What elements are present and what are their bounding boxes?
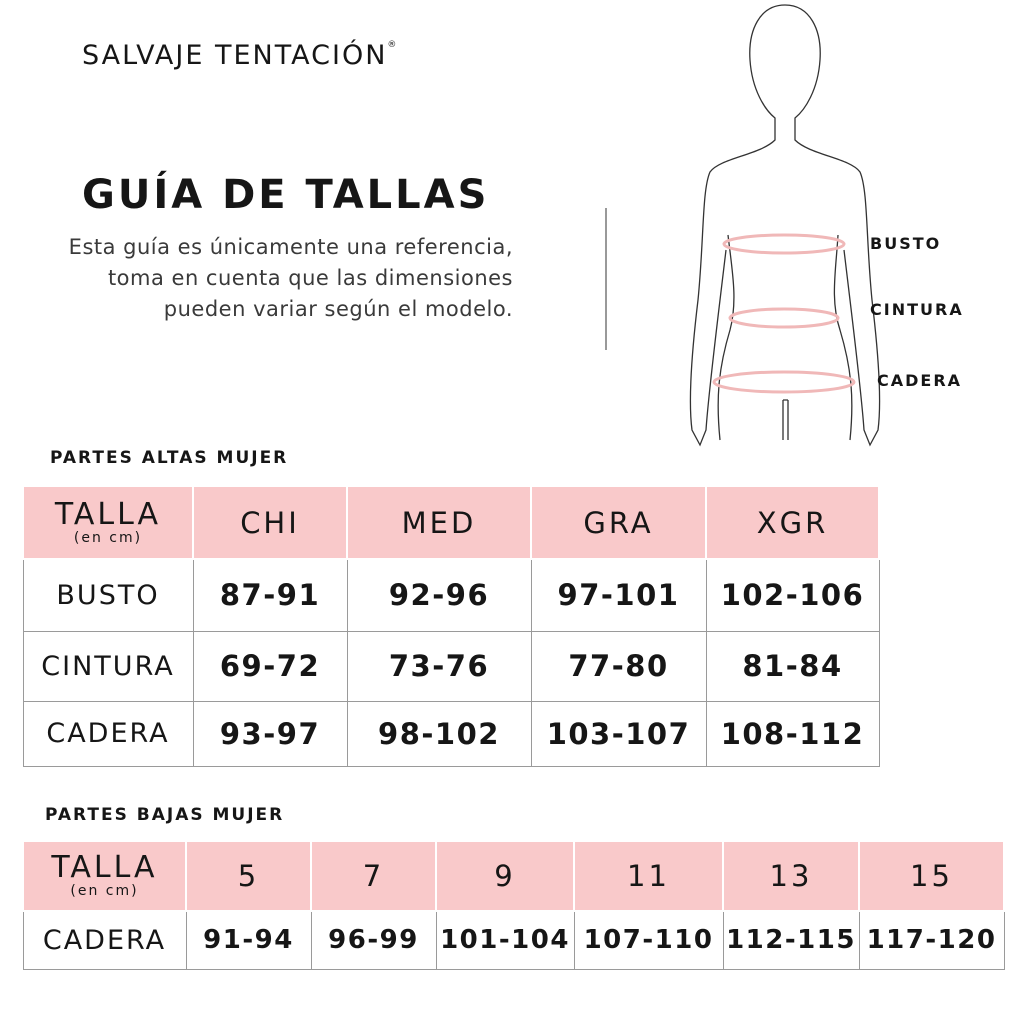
size-header: 13 [722,840,860,912]
size-header: GRA [530,485,707,560]
size-header: CHI [192,485,348,560]
table-row: CADERA 93-97 98-102 103-107 108-112 [22,700,880,767]
size-header: 15 [858,840,1005,912]
cell: 98-102 [346,700,532,767]
description: Esta guía es únicamente una referencia, … [68,235,513,321]
size-header: 7 [310,840,437,912]
cell: 81-84 [705,630,880,702]
row-label: CADERA [22,910,187,970]
row-label: CINTURA [22,630,194,702]
brand-logo: SALVAJE TENTACIÓN® [82,40,396,71]
bust-band [722,233,846,255]
upper-heading: PARTES ALTAS MUJER [50,448,289,468]
size-header: XGR [705,485,880,560]
divider [605,208,607,350]
cell: 73-76 [346,630,532,702]
table-row: CADERA 91-94 96-99 101-104 107-110 112-1… [22,910,1005,970]
talla-header: TALLA (en cm) [22,485,194,560]
cell: 77-80 [530,630,707,702]
size-header: 5 [185,840,312,912]
cell: 112-115 [722,910,860,970]
cell: 117-120 [858,910,1005,970]
table-header-row: TALLA (en cm) 5 7 9 11 13 15 [22,840,1005,912]
label-cadera: CADERA [877,371,963,390]
table-row: CINTURA 69-72 73-76 77-80 81-84 [22,630,880,702]
cell: 96-99 [310,910,437,970]
body-figure-illustration [689,4,881,447]
cell: 91-94 [185,910,312,970]
brand-name: SALVAJE TENTACIÓN [82,40,388,71]
cell: 108-112 [705,700,880,767]
lower-size-table: TALLA (en cm) 5 7 9 11 13 15 CADERA 91-94… [22,840,1005,970]
cell: 92-96 [346,558,532,632]
lower-heading: PARTES BAJAS MUJER [45,805,285,825]
registered-mark: ® [387,40,397,50]
cell: 87-91 [192,558,348,632]
label-busto: BUSTO [870,234,942,253]
table-row: BUSTO 87-91 92-96 97-101 102-106 [22,558,880,632]
row-label: BUSTO [22,558,194,632]
size-header: 9 [435,840,575,912]
cell: 103-107 [530,700,707,767]
size-header: MED [346,485,532,560]
talla-header: TALLA (en cm) [22,840,187,912]
cell: 69-72 [192,630,348,702]
cell: 107-110 [573,910,724,970]
cell: 97-101 [530,558,707,632]
cell: 101-104 [435,910,575,970]
hip-band [712,370,856,394]
table-header-row: TALLA (en cm) CHI MED GRA XGR [22,485,880,560]
cell: 102-106 [705,558,880,632]
label-cintura: CINTURA [870,300,964,319]
row-label: CADERA [22,700,194,767]
page-title: GUÍA DE TALLAS [82,172,490,218]
waist-band [728,307,840,329]
size-header: 11 [573,840,724,912]
cell: 93-97 [192,700,348,767]
upper-size-table: TALLA (en cm) CHI MED GRA XGR BUSTO 87-91… [22,485,880,767]
